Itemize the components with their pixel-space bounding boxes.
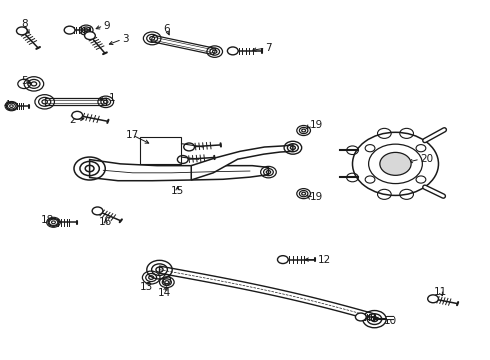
Circle shape <box>416 145 426 152</box>
Circle shape <box>416 176 426 183</box>
Text: 2: 2 <box>70 115 76 125</box>
Circle shape <box>64 26 75 34</box>
Circle shape <box>184 143 195 151</box>
Circle shape <box>85 32 96 40</box>
Circle shape <box>355 313 366 321</box>
Polygon shape <box>159 266 374 321</box>
Circle shape <box>277 256 288 264</box>
Polygon shape <box>151 35 216 55</box>
Circle shape <box>177 156 188 163</box>
Text: 20: 20 <box>420 154 433 164</box>
Circle shape <box>365 176 375 183</box>
Circle shape <box>72 111 83 119</box>
Text: 12: 12 <box>318 255 331 265</box>
Text: 5: 5 <box>21 76 27 86</box>
Text: 10: 10 <box>384 316 397 325</box>
Text: 6: 6 <box>164 24 170 35</box>
Polygon shape <box>90 159 269 181</box>
Text: 14: 14 <box>158 288 171 298</box>
Circle shape <box>365 145 375 152</box>
Polygon shape <box>151 37 215 53</box>
Polygon shape <box>191 145 293 180</box>
Text: 17: 17 <box>126 130 139 140</box>
Polygon shape <box>45 98 106 105</box>
Text: 7: 7 <box>266 43 272 53</box>
Text: 9: 9 <box>103 21 110 31</box>
Text: 13: 13 <box>140 282 153 292</box>
Text: 3: 3 <box>122 35 128 44</box>
Text: 16: 16 <box>99 217 112 227</box>
Circle shape <box>227 47 238 55</box>
Text: 18: 18 <box>41 215 54 225</box>
Text: 19: 19 <box>310 192 323 202</box>
Text: 1: 1 <box>109 93 116 103</box>
Circle shape <box>92 207 103 215</box>
Circle shape <box>6 102 17 110</box>
Text: 4: 4 <box>3 100 10 110</box>
Text: 19: 19 <box>310 121 323 130</box>
Circle shape <box>48 219 59 226</box>
Text: 11: 11 <box>434 287 447 297</box>
Circle shape <box>428 295 439 303</box>
Text: 8: 8 <box>21 19 27 29</box>
Circle shape <box>380 152 411 175</box>
Text: 15: 15 <box>171 186 184 197</box>
Circle shape <box>17 27 27 35</box>
Polygon shape <box>45 100 106 103</box>
